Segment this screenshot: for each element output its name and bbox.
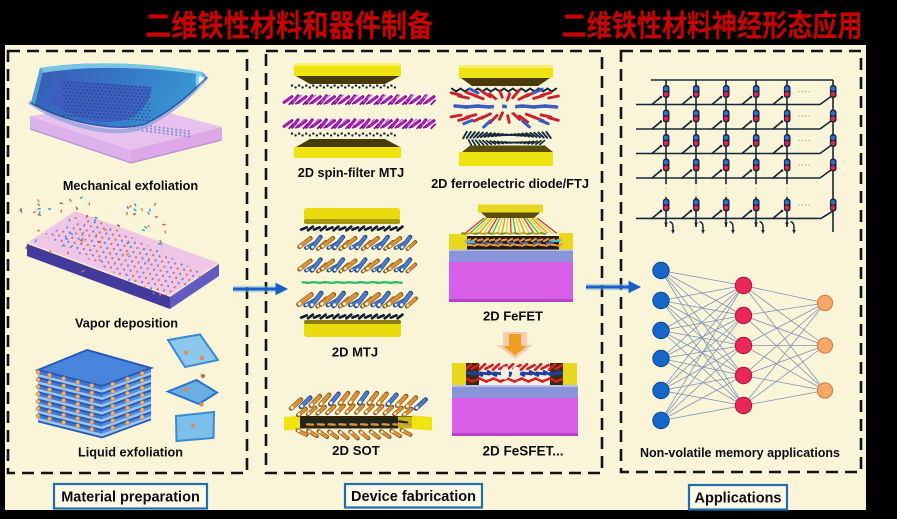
svg-text:Non-volatile memory applicatio: Non-volatile memory applications — [640, 446, 840, 460]
svg-text:2D MTJ: 2D MTJ — [332, 345, 378, 360]
svg-text:2D ferroelectric diode/FTJ: 2D ferroelectric diode/FTJ — [431, 176, 589, 191]
svg-text:Material preparation: Material preparation — [61, 490, 200, 506]
svg-text:2D spin-filter MTJ: 2D spin-filter MTJ — [298, 166, 404, 180]
svg-text:Liquid exfoliation: Liquid exfoliation — [78, 446, 183, 460]
svg-text:2D FeSFET...: 2D FeSFET... — [482, 444, 563, 459]
svg-text:Mechanical exfoliation: Mechanical exfoliation — [63, 179, 198, 193]
svg-text:Vapor deposition: Vapor deposition — [75, 317, 178, 331]
svg-text:Applications: Applications — [694, 491, 781, 507]
svg-text:2D FeFET: 2D FeFET — [483, 309, 543, 324]
svg-text:Device fabrication: Device fabrication — [351, 489, 476, 505]
svg-text:2D SOT: 2D SOT — [332, 443, 380, 458]
